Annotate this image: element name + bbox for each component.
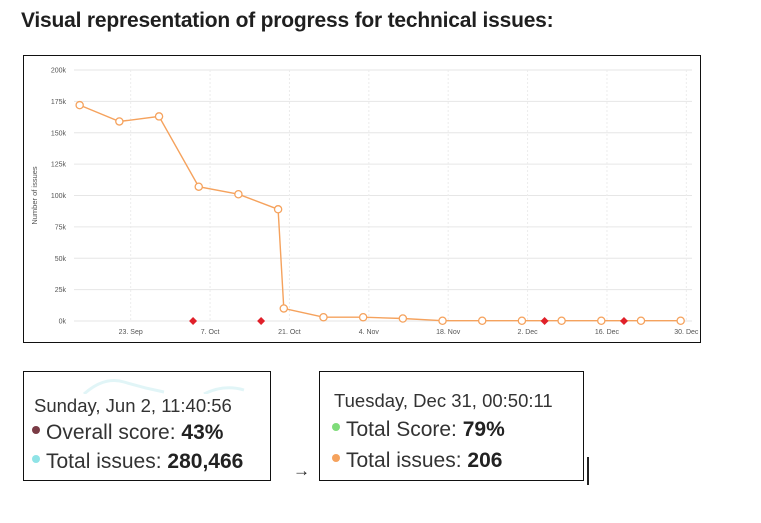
data-point — [676, 316, 685, 325]
x-tick-label: 4. Nov — [359, 329, 380, 336]
overall-score-label: Overall score: — [46, 421, 176, 444]
total-score-dot — [332, 423, 340, 432]
total-issues-dot — [332, 454, 340, 463]
data-point — [154, 112, 164, 121]
data-point — [597, 316, 606, 325]
y-tick-label: 0k — [59, 319, 67, 326]
total-issues-value: 280,466 — [167, 450, 244, 473]
event-marker — [257, 317, 266, 325]
y-axis-title: Number of issues — [30, 166, 39, 225]
y-tick-label: 175k — [51, 99, 67, 106]
before-total-issues: Total issues: 280,466 — [32, 450, 243, 474]
data-point — [115, 117, 124, 126]
issues-chart: 0k 25k 50k 75k 100k 125k 150k 175k 200k 23. Sep 7.… — [23, 55, 701, 343]
x-tick-label: 2. Dec — [517, 329, 538, 336]
data-point — [279, 304, 289, 313]
before-summary-card: Sunday, Jun 2, 11:40:56 Overall score: 4… — [23, 371, 271, 481]
data-point — [358, 312, 368, 322]
event-marker — [189, 317, 198, 325]
x-tick-label: 23. Sep — [119, 329, 143, 336]
after-date: Tuesday, Dec 31, 00:50:11 — [334, 390, 553, 411]
data-point — [557, 316, 566, 325]
total-issues-label: Total issues: — [346, 449, 462, 472]
overall-score-value: 43% — [181, 421, 224, 444]
data-point — [438, 316, 447, 325]
total-score-value: 79% — [462, 418, 505, 441]
data-point — [194, 182, 203, 191]
x-tick-label: 18. Nov — [436, 329, 461, 336]
x-tick-label: 21. Oct — [278, 329, 301, 336]
data-point — [234, 189, 243, 199]
y-tick-label: 200k — [51, 68, 67, 75]
after-total-score: Total Score: 79% — [332, 418, 505, 442]
data-point — [273, 205, 283, 214]
data-point — [398, 314, 408, 323]
data-point — [75, 100, 84, 110]
y-tick-label: 75k — [55, 224, 67, 231]
y-tick-label: 50k — [55, 256, 67, 263]
total-issues-value: 206 — [467, 449, 503, 472]
y-tick-label: 150k — [51, 130, 67, 137]
total-issues-label: Total issues: — [46, 450, 162, 473]
x-tick-label: 7. Oct — [201, 329, 220, 336]
data-point — [477, 316, 487, 325]
data-point — [517, 316, 527, 325]
issues-line-chart-svg: 0k 25k 50k 75k 100k 125k 150k 175k 200k 23. Sep 7.… — [30, 68, 699, 337]
data-point — [319, 312, 328, 322]
x-tick-label: 30. Dec — [674, 329, 699, 336]
total-score-label: Total Score: — [346, 418, 457, 441]
right-arrow-icon: → — [293, 461, 310, 480]
y-tick-label: 100k — [51, 193, 67, 200]
y-tick-label: 125k — [51, 162, 67, 169]
before-overall-score: Overall score: 43% — [32, 421, 223, 445]
after-total-issues: Total issues: 206 — [332, 449, 502, 473]
x-tick-label: 16. Dec — [595, 329, 620, 336]
series-line — [79, 104, 681, 322]
faded-chart-decoration — [82, 379, 245, 394]
overall-score-dot — [32, 426, 40, 435]
y-tick-label: 25k — [55, 287, 67, 294]
after-summary-card: Tuesday, Dec 31, 00:50:11 Total Score: 7… — [319, 371, 584, 481]
page-heading: Visual representation of progress for te… — [21, 9, 554, 32]
event-marker — [619, 317, 628, 325]
event-marker — [540, 317, 549, 325]
text-cursor — [587, 457, 589, 485]
before-date: Sunday, Jun 2, 11:40:56 — [34, 395, 232, 416]
total-issues-dot — [32, 455, 40, 464]
data-point — [636, 316, 646, 325]
